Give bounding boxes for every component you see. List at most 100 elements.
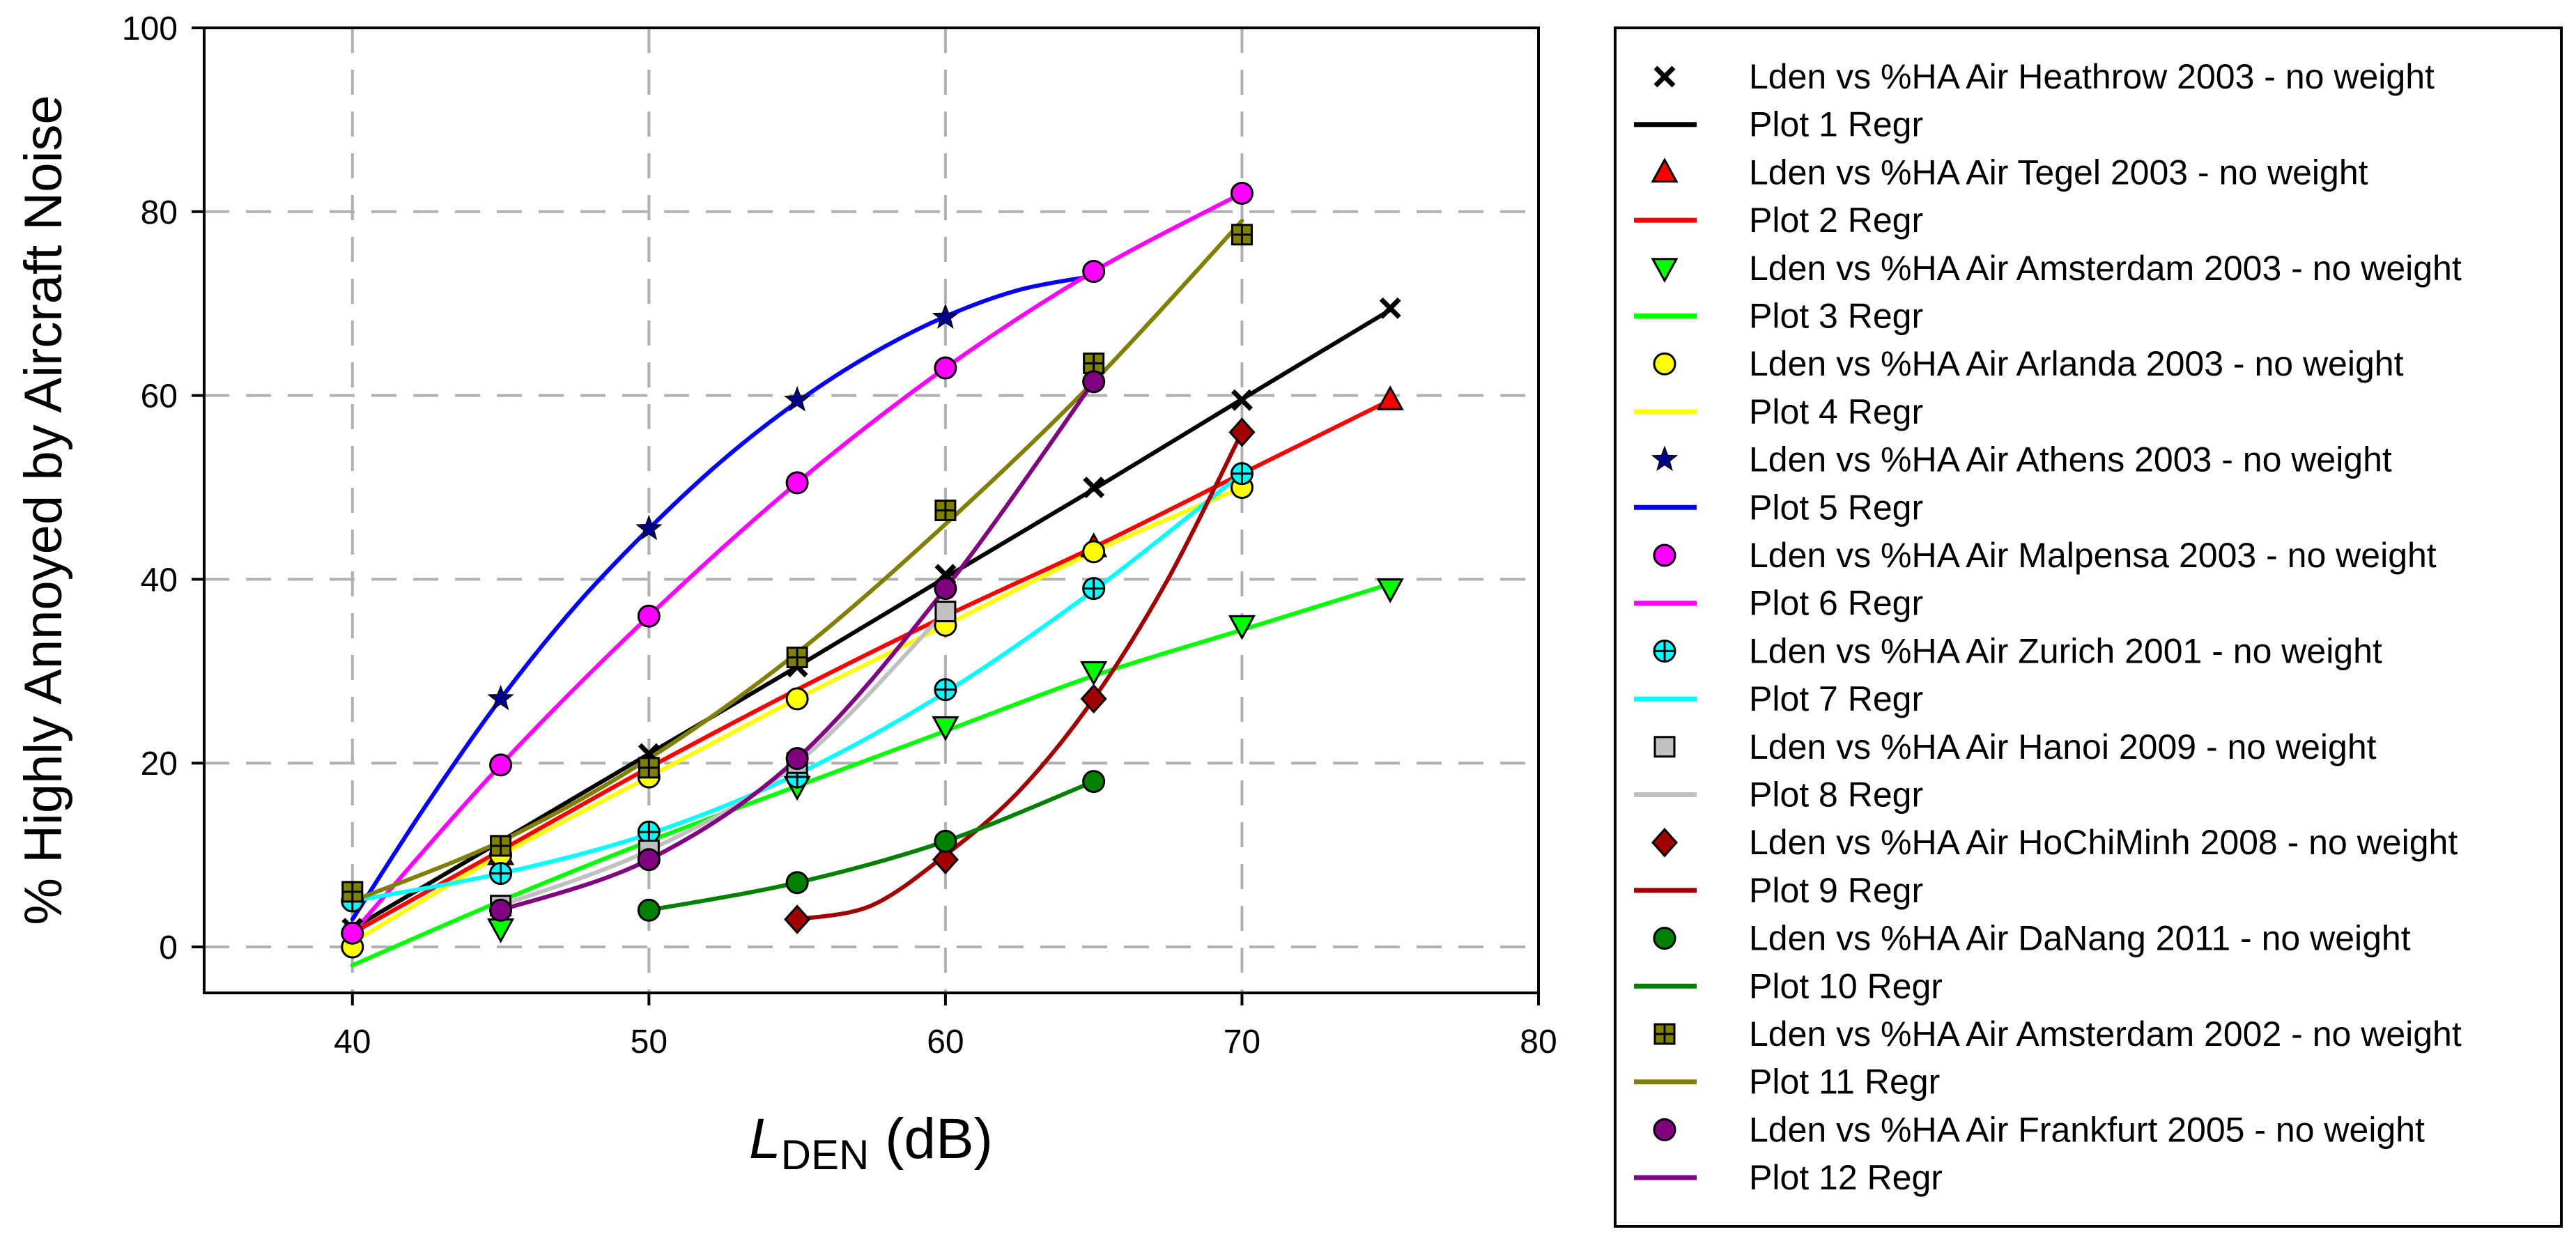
legend-entry-series-11: Lden vs %HA Air Amsterdam 2002 - no weig…: [1653, 1014, 2462, 1054]
x-tick-label: 50: [631, 1024, 668, 1060]
legend-marker-1: [1653, 65, 1676, 88]
data-point-series-5: [932, 303, 959, 329]
legend-label-series-7: Lden vs %HA Air Zurich 2001 - no weight: [1749, 631, 2382, 670]
legend-entry-series-7: Lden vs %HA Air Zurich 2001 - no weight: [1653, 631, 2382, 670]
legend-marker-2: [1651, 157, 1679, 183]
x-tick-label: 40: [334, 1024, 371, 1060]
legend-entry-regression-5: Plot 5 Regr: [1634, 488, 1923, 527]
axes: 40 50 60 70 80 0 20 40 60 80 100: [122, 10, 1557, 1060]
legend-label-regression-4: Plot 4 Regr: [1749, 392, 1923, 431]
legend-marker-12: [1653, 1118, 1676, 1141]
legend-label-series-8: Lden vs %HA Air Hanoi 2009 - no weight: [1749, 727, 2377, 766]
legend-label-series-12: Lden vs %HA Air Frankfurt 2005 - no weig…: [1749, 1110, 2425, 1149]
legend-entry-regression-3: Plot 3 Regr: [1634, 297, 1923, 336]
legend-entry-series-12: Lden vs %HA Air Frankfurt 2005 - no weig…: [1653, 1110, 2425, 1149]
data-point-series-12: [637, 848, 661, 872]
legend-label-regression-9: Plot 9 Regr: [1749, 871, 1923, 910]
grid-lines: [204, 28, 1538, 993]
legend-entry-series-4: Lden vs %HA Air Arlanda 2003 - no weight: [1653, 344, 2404, 383]
legend-label-series-4: Lden vs %HA Air Arlanda 2003 - no weight: [1749, 344, 2404, 383]
data-point-series-7: [1230, 462, 1254, 486]
legend-entry-regression-7: Plot 7 Regr: [1634, 679, 1923, 718]
legend-entry-series-5: Lden vs %HA Air Athens 2003 - no weight: [1651, 440, 2392, 479]
data-point-series-4: [1082, 540, 1106, 564]
legend-marker-8: [1653, 736, 1676, 758]
x-axis-title-suffix: (dB): [869, 1107, 993, 1171]
legend-label-series-1: Lden vs %HA Air Heathrow 2003 - no weigh…: [1749, 57, 2435, 96]
data-point-series-3: [487, 918, 515, 943]
data-point-series-6: [489, 753, 513, 777]
y-axis-title: % Highly Annoyed by Aircraft Noise: [14, 95, 73, 925]
legend-entry-series-6: Lden vs %HA Air Malpensa 2003 - no weigh…: [1653, 536, 2437, 575]
legend-entry-series-1: Lden vs %HA Air Heathrow 2003 - no weigh…: [1653, 57, 2435, 96]
regression-line-10: [647, 779, 1096, 913]
x-tick-label: 80: [1520, 1024, 1557, 1060]
data-point-series-1: [1379, 297, 1401, 319]
data-point-series-12: [934, 577, 957, 601]
data-point-series-6: [341, 921, 364, 945]
legend-entry-regression-12: Plot 12 Regr: [1634, 1158, 1943, 1197]
data-point-series-3: [932, 716, 959, 741]
plot-frame: [203, 26, 1540, 994]
legend-marker-3: [1651, 258, 1679, 283]
data-point-series-11: [1231, 224, 1253, 246]
legend-entry-regression-1: Plot 1 Regr: [1634, 105, 1923, 144]
legend-entry-regression-8: Plot 8 Regr: [1634, 776, 1923, 815]
data-point-series-9: [932, 844, 959, 874]
legend-label-regression-2: Plot 2 Regr: [1749, 201, 1923, 240]
legend-label-regression-8: Plot 8 Regr: [1749, 776, 1923, 815]
legend-marker-4: [1653, 352, 1676, 376]
legend-entry-regression-11: Plot 11 Regr: [1634, 1063, 1940, 1102]
data-point-series-9: [1228, 417, 1256, 447]
legend-label-regression-5: Plot 5 Regr: [1749, 488, 1923, 527]
legend-entry-regression-9: Plot 9 Regr: [1634, 871, 1923, 910]
legend-box: [1614, 26, 2563, 1228]
data-point-series-10: [637, 898, 661, 922]
x-axis-title-main: L: [749, 1107, 781, 1171]
regression-line-6: [350, 191, 1244, 936]
legend: Lden vs %HA Air Heathrow 2003 - no weigh…: [1614, 26, 2563, 1228]
regression-line-9: [795, 430, 1244, 922]
data-point-series-7: [1082, 577, 1106, 601]
data-point-series-6: [785, 471, 809, 495]
y-tick-label: 80: [141, 194, 178, 231]
y-tick-label: 20: [141, 746, 178, 782]
data-point-series-6: [1082, 260, 1106, 284]
legend-marker-7: [1653, 639, 1676, 663]
legend-label-regression-7: Plot 7 Regr: [1749, 679, 1923, 718]
data-point-series-9: [1080, 684, 1107, 714]
regression-line-12: [498, 379, 1096, 913]
x-tick-label: 60: [927, 1024, 964, 1060]
data-point-series-1: [1083, 477, 1105, 498]
data-markers: [341, 181, 1404, 959]
legend-label-regression-6: Plot 6 Regr: [1749, 584, 1923, 623]
legend-label-regression-1: Plot 1 Regr: [1749, 105, 1923, 144]
data-point-series-4: [785, 687, 809, 711]
data-point-series-7: [934, 678, 957, 702]
data-point-series-5: [783, 386, 811, 412]
legend-label-regression-10: Plot 10 Regr: [1749, 966, 1943, 1005]
data-point-series-7: [489, 862, 513, 886]
data-point-series-10: [934, 829, 957, 853]
legend-label-regression-12: Plot 12 Regr: [1749, 1158, 1943, 1197]
data-point-series-12: [785, 747, 809, 771]
legend-marker-9: [1651, 827, 1679, 858]
legend-label-series-11: Lden vs %HA Air Amsterdam 2002 - no weig…: [1749, 1014, 2462, 1054]
y-tick-label: 40: [141, 562, 178, 599]
regression-line-3: [350, 582, 1393, 968]
legend-entry-regression-4: Plot 4 Regr: [1634, 392, 1923, 431]
legend-entry-regression-10: Plot 10 Regr: [1634, 966, 1943, 1005]
data-point-series-3: [1376, 578, 1404, 603]
regression-line-2: [350, 398, 1393, 936]
legend-label-regression-3: Plot 3 Regr: [1749, 297, 1923, 336]
legend-label-series-9: Lden vs %HA Air HoChiMinh 2008 - no weig…: [1749, 823, 2458, 862]
data-point-series-11: [786, 647, 808, 669]
legend-marker-10: [1653, 927, 1676, 950]
legend-label-series-10: Lden vs %HA Air DaNang 2011 - no weight: [1749, 919, 2411, 958]
data-point-series-7: [637, 820, 661, 844]
data-point-series-9: [784, 904, 811, 934]
data-point-series-12: [489, 898, 513, 922]
legend-entry-series-10: Lden vs %HA Air DaNang 2011 - no weight: [1653, 919, 2411, 958]
data-point-series-5: [635, 514, 663, 541]
